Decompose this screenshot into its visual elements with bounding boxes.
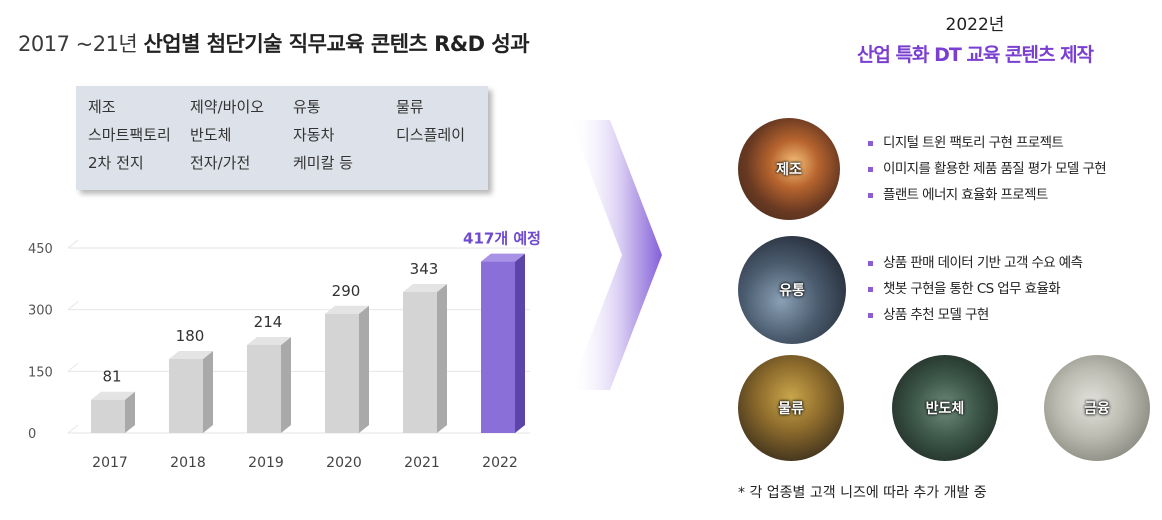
bar-top	[247, 337, 291, 346]
bar-side	[515, 253, 525, 433]
bullet-item: 플랜트 에너지 효율화 프로젝트	[868, 182, 1106, 208]
sector-circle-finance: 금융	[1044, 355, 1150, 461]
bullet-item: 상품 추천 모델 구현	[868, 302, 1082, 328]
data-label: 343	[410, 260, 439, 278]
bar-side	[203, 351, 213, 433]
sector-label: 유통	[779, 283, 805, 299]
bullet-item: 챗봇 구현을 통한 CS 업무 효율화	[868, 276, 1082, 302]
industry-item: 반도체	[190, 126, 232, 144]
sector-label: 제조	[776, 162, 802, 178]
bar	[169, 359, 203, 433]
gridline-depth	[67, 362, 79, 372]
gridline-depth	[67, 239, 79, 249]
bar-side	[281, 337, 291, 433]
right-title: 산업 특화 DT 교육 콘텐츠 제작	[856, 44, 1094, 66]
page-title: 2017 ~21년 산업별 첨단기술 직무교육 콘텐츠 R&D 성과	[18, 28, 530, 58]
bar	[325, 313, 359, 433]
title-prefix: 2017 ~21년	[18, 32, 144, 56]
industry-item: 2차 전지	[88, 154, 144, 172]
sector-label: 반도체	[925, 401, 965, 417]
bar-side	[437, 283, 447, 433]
industry-grid: 제조 제약/바이오 유통 물류 스마트팩토리 반도체 자동차 디스플레이 2차 …	[88, 97, 496, 173]
bar-top	[91, 391, 135, 400]
x-tick-label: 2020	[326, 455, 362, 471]
data-label: 180	[176, 327, 205, 345]
bullet-item: 상품 판매 데이터 기반 고객 수요 예측	[868, 250, 1083, 276]
sector-circle-semiconductor: 반도체	[892, 355, 998, 461]
title-main: 산업별 첨단기술 직무교육 콘텐츠 R&D 성과	[143, 32, 530, 56]
industry-item: 제약/바이오	[190, 98, 265, 116]
x-tick-label: 2021	[404, 455, 440, 471]
sector-circle-manufacturing: 제조	[738, 118, 840, 220]
data-label: 417개 예정	[463, 230, 541, 248]
bar-side	[359, 305, 369, 433]
bullet-list-retail: 상품 판매 데이터 기반 고객 수요 예측 챗봇 구현을 통한 CS 업무 효율…	[868, 250, 1083, 328]
bar-top	[481, 253, 525, 262]
bullet-item: 디지털 트윈 팩토리 구현 프로젝트	[868, 130, 1106, 156]
chevron-arrow-icon	[570, 120, 662, 390]
industry-item: 케미칼 등	[293, 154, 353, 172]
bar	[403, 291, 437, 433]
sector-circle-retail: 유통	[738, 236, 846, 344]
sector-label: 물류	[778, 401, 804, 417]
industry-box: 제조 제약/바이오 유통 물류 스마트팩토리 반도체 자동차 디스플레이 2차 …	[76, 86, 488, 190]
x-tick-label: 2019	[248, 455, 284, 471]
bar	[481, 261, 515, 433]
bar-chart: 0 150 300 450 81 2017 180 2018 214 2019 290 2020 343…	[28, 230, 541, 471]
gridline-depth	[67, 301, 79, 311]
y-tick-label: 450	[28, 242, 53, 257]
industry-item: 유통	[293, 98, 321, 116]
x-tick-label: 2022	[482, 455, 518, 471]
right-year: 2022년	[945, 15, 1005, 35]
industry-item: 물류	[396, 98, 424, 116]
bullet-item: 이미지를 활용한 제품 품질 평가 모델 구현	[868, 156, 1107, 182]
bar-top	[325, 305, 369, 314]
bar-top	[403, 283, 447, 292]
x-tick-label: 2017	[92, 455, 128, 471]
bullet-list-manufacturing: 디지털 트윈 팩토리 구현 프로젝트 이미지를 활용한 제품 품질 평가 모델 …	[868, 130, 1107, 208]
sector-label: 금융	[1084, 401, 1110, 417]
industry-item: 디스플레이	[396, 126, 466, 144]
y-tick-label: 150	[28, 365, 53, 380]
industry-item: 전자/가전	[190, 154, 251, 172]
gridline-depth	[67, 424, 79, 434]
x-tick-label: 2018	[170, 455, 206, 471]
bar-side	[125, 391, 135, 433]
industry-item: 스마트팩토리	[88, 126, 171, 144]
data-label: 81	[102, 368, 121, 386]
sector-circle-logistics: 물류	[738, 355, 844, 461]
y-tick-label: 300	[28, 304, 53, 319]
bar-top	[169, 351, 213, 359]
data-label: 290	[332, 282, 361, 300]
bar	[247, 345, 281, 433]
industry-item: 자동차	[293, 126, 335, 144]
y-tick-label: 0	[28, 427, 36, 442]
footnote: * 각 업종별 고객 니즈에 따라 추가 개발 중	[738, 485, 987, 501]
bar	[91, 399, 125, 433]
data-label: 214	[254, 313, 283, 331]
industry-item: 제조	[88, 98, 116, 116]
